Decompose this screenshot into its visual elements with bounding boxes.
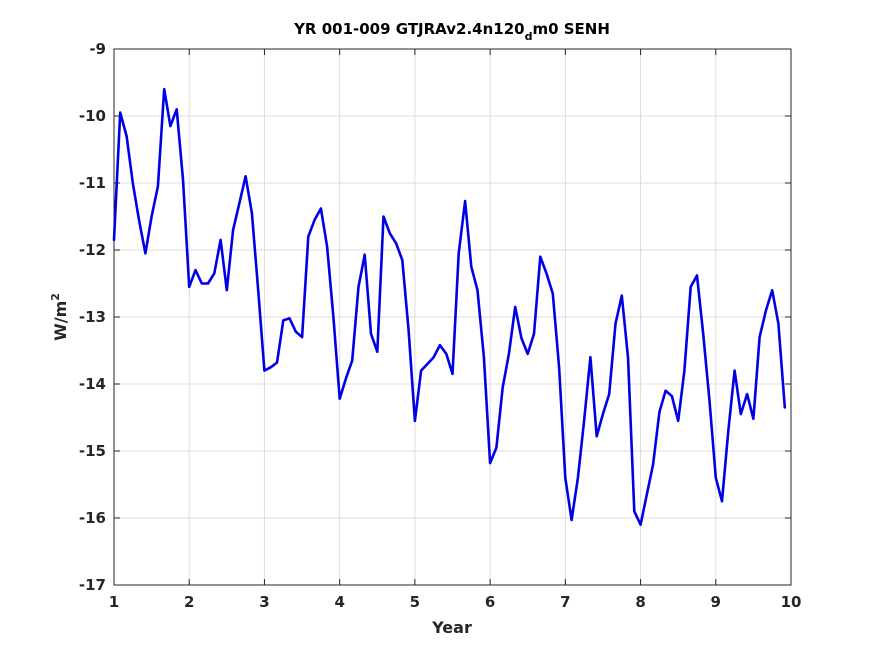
series-line: [112, 87, 787, 527]
title-main: YR 001-009 GTJRAv2.4n120: [293, 20, 525, 38]
x-tick-label: 3: [259, 593, 269, 611]
title-subscript: d: [525, 30, 533, 43]
ticks: 1 2 3 4 5 6 7 8 9 10 -17 -16 -15 -14 -13 -12 -11 -10 -9: [79, 40, 802, 611]
x-tick-label: 9: [711, 593, 721, 611]
y-tick-label: -13: [79, 308, 106, 326]
y-tick-label: -12: [79, 241, 106, 259]
y-tick-label: -11: [79, 174, 106, 192]
x-tick-label: 5: [410, 593, 420, 611]
y-tick-label: -15: [79, 442, 106, 460]
y-tick-label: -9: [89, 40, 106, 58]
x-tick-label: 6: [485, 593, 495, 611]
y-axis-label-superscript: 2: [49, 293, 62, 301]
y-tick-label: -16: [79, 509, 106, 527]
y-axis-label: W/m2: [49, 293, 70, 341]
y-axis-label-base: W/m: [51, 301, 70, 341]
series-group: [112, 87, 787, 527]
x-tick-label: 7: [560, 593, 570, 611]
y-tick-label: -14: [79, 375, 106, 393]
chart-title: YR 001-009 GTJRAv2.4n120dm0 SENH: [293, 20, 610, 43]
x-tick-label: 1: [109, 593, 119, 611]
x-tick-label: 2: [184, 593, 194, 611]
x-tick-label: 8: [635, 593, 645, 611]
x-axis-label: Year: [431, 618, 472, 637]
x-tick-label: 10: [781, 593, 802, 611]
title-tail: m0 SENH: [532, 20, 609, 38]
y-tick-label: -10: [79, 107, 106, 125]
x-tick-label: 4: [334, 593, 344, 611]
y-tick-label: -17: [79, 576, 106, 594]
